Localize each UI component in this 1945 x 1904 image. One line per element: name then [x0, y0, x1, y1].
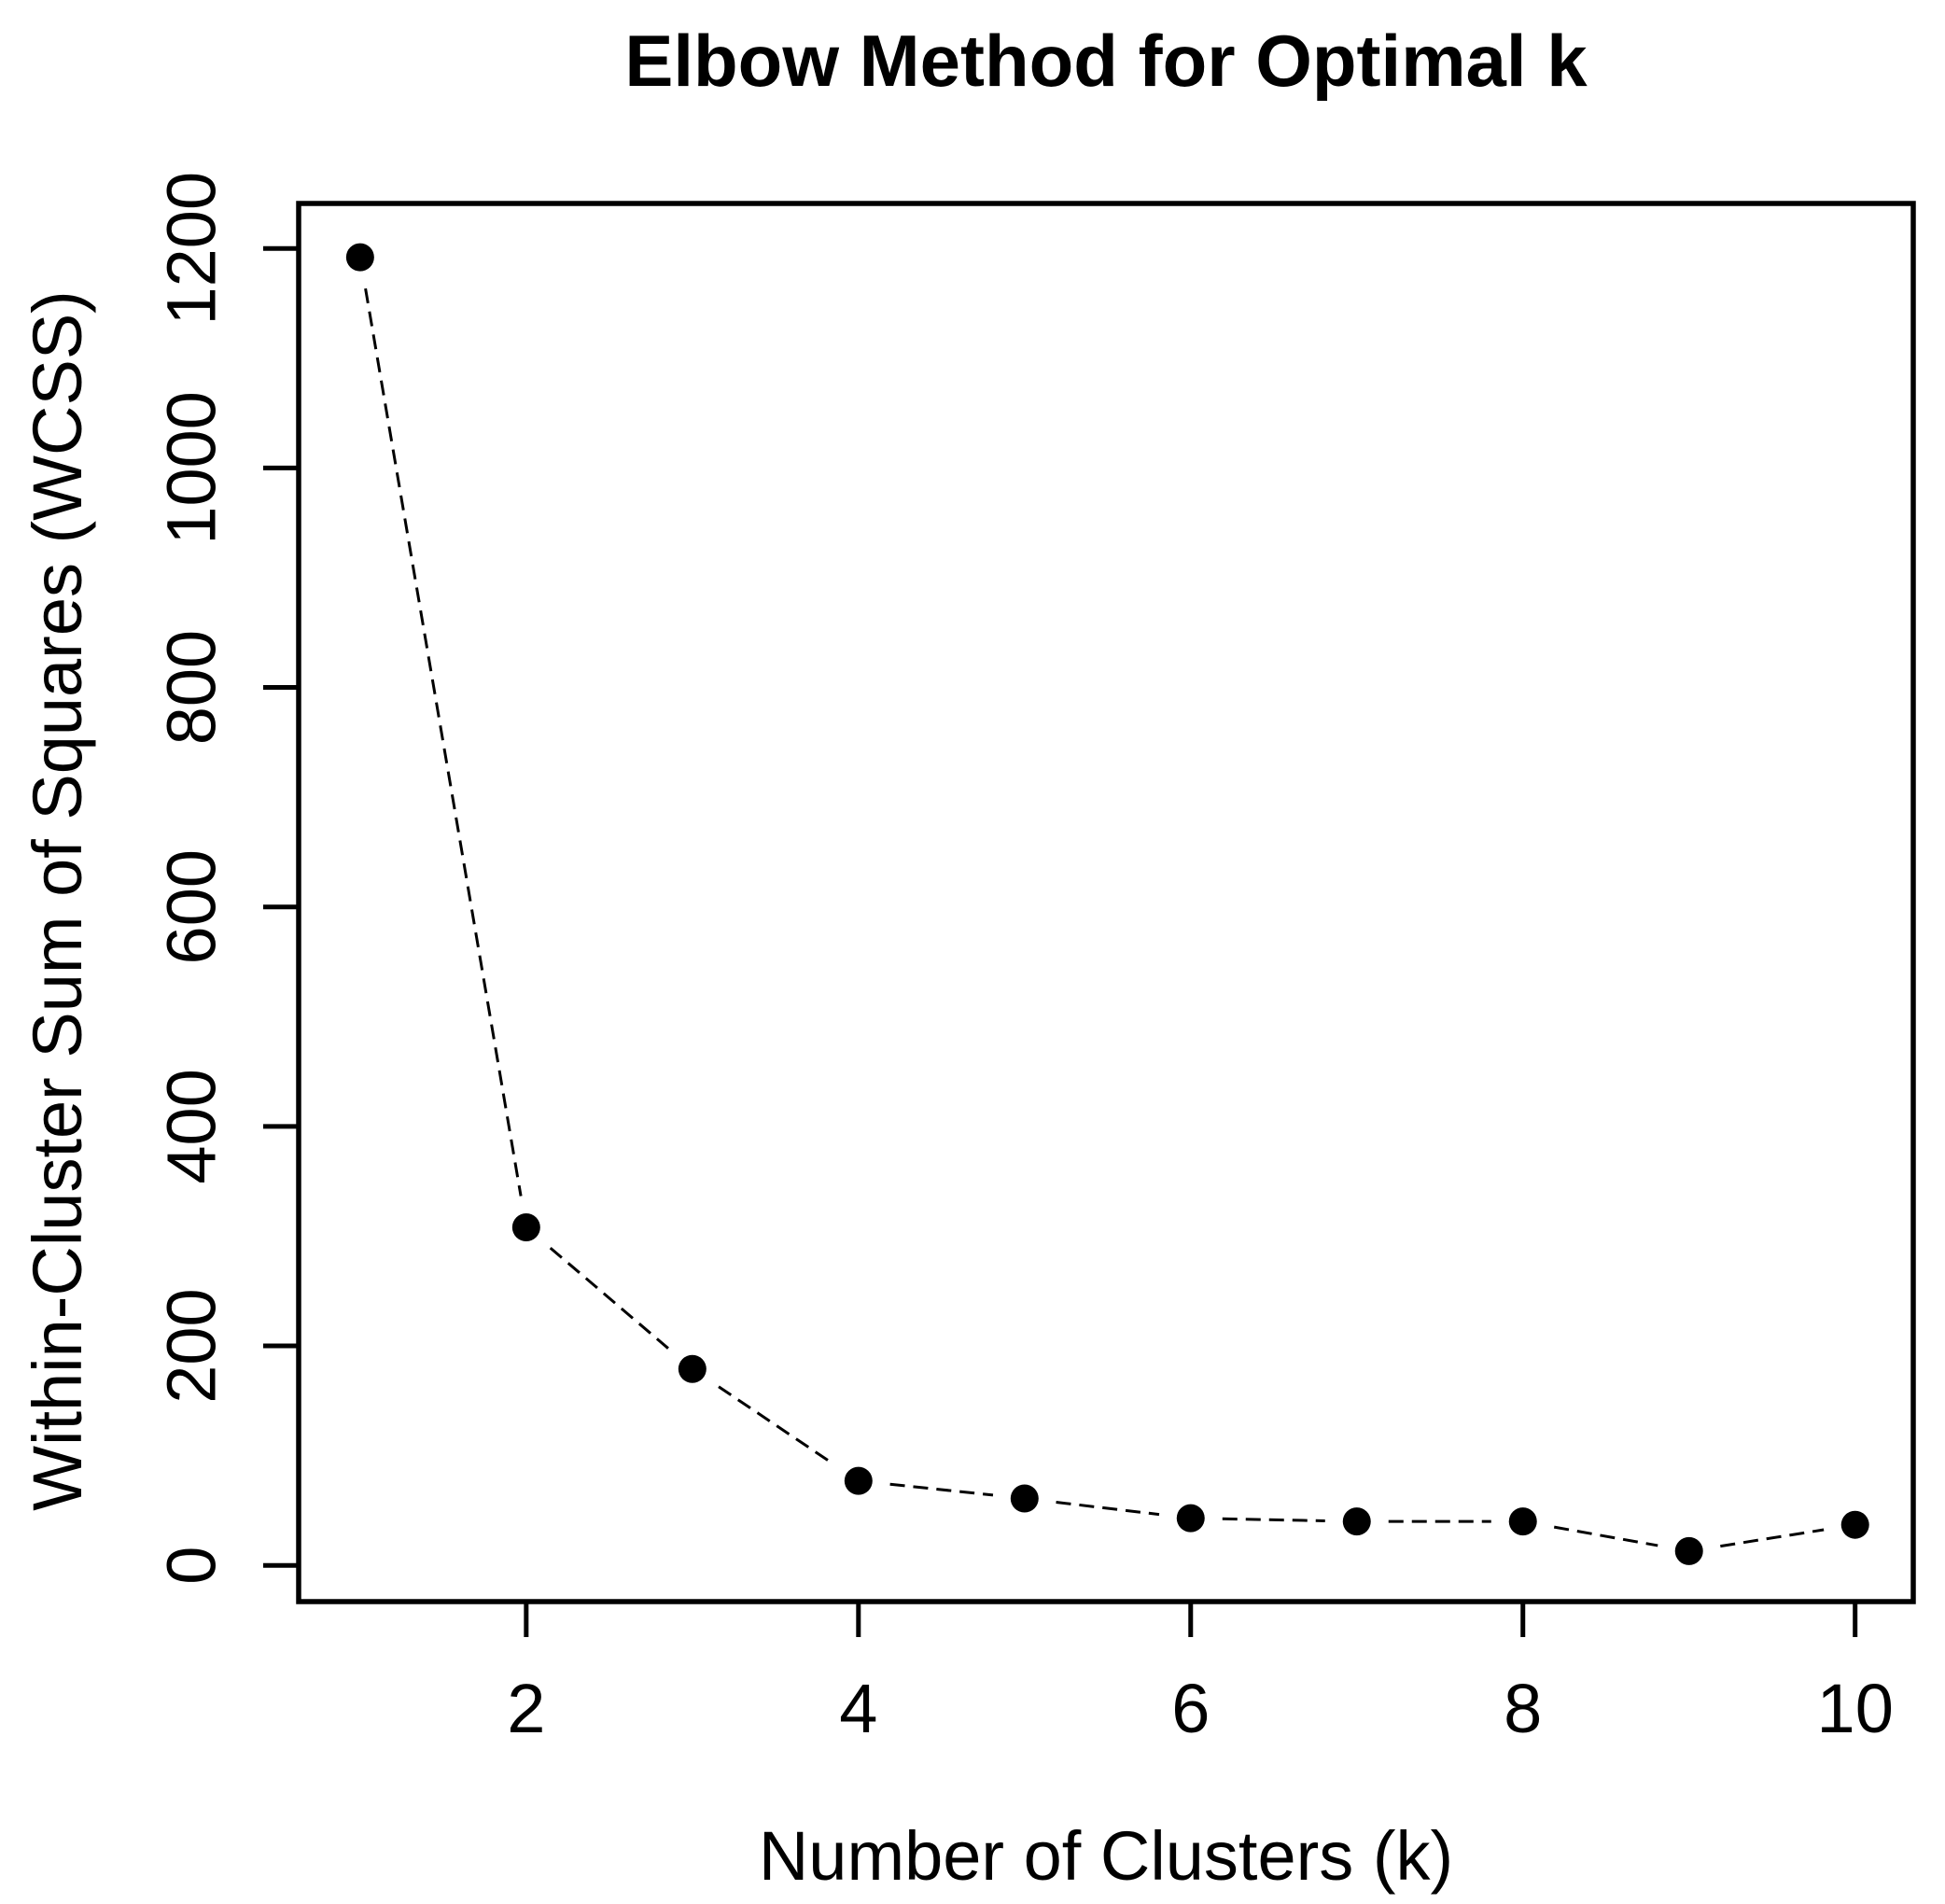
- y-tick-label: 600: [152, 849, 230, 964]
- series-line-segment: [718, 1385, 833, 1464]
- data-point: [1674, 1536, 1703, 1565]
- x-tick-label: 6: [1171, 1670, 1210, 1747]
- chart-title: Elbow Method for Optimal k: [624, 20, 1588, 102]
- series-line-segment: [1222, 1517, 1325, 1522]
- data-point: [511, 1213, 540, 1242]
- data-point: [1176, 1504, 1205, 1533]
- series-line-segment: [364, 287, 523, 1197]
- y-tick-label: 400: [152, 1069, 230, 1183]
- data-point: [1342, 1507, 1371, 1536]
- data-point: [1840, 1510, 1869, 1539]
- y-tick-label: 0: [152, 1547, 230, 1585]
- x-axis-title: Number of Clusters (k): [758, 1817, 1454, 1895]
- x-tick-label: 4: [839, 1670, 877, 1747]
- x-tick-label: 8: [1504, 1670, 1542, 1747]
- x-tick-label: 2: [507, 1670, 545, 1747]
- series-line-segment: [1553, 1525, 1658, 1547]
- data-point: [345, 243, 374, 272]
- data-point: [1508, 1507, 1537, 1536]
- plot-border: [296, 201, 1916, 1604]
- series-line-segment: [1056, 1500, 1160, 1517]
- series-line-segment: [1720, 1528, 1825, 1548]
- data-point: [844, 1466, 873, 1495]
- series-line-segment: [889, 1482, 994, 1497]
- y-tick-label: 1200: [152, 172, 230, 326]
- y-tick-label: 800: [152, 630, 230, 745]
- series-line-segment: [549, 1246, 669, 1350]
- y-tick-label: 1000: [152, 391, 230, 545]
- data-point: [678, 1354, 707, 1383]
- x-tick-label: 10: [1817, 1670, 1894, 1747]
- y-tick-label: 200: [152, 1288, 230, 1403]
- data-point: [1010, 1484, 1039, 1513]
